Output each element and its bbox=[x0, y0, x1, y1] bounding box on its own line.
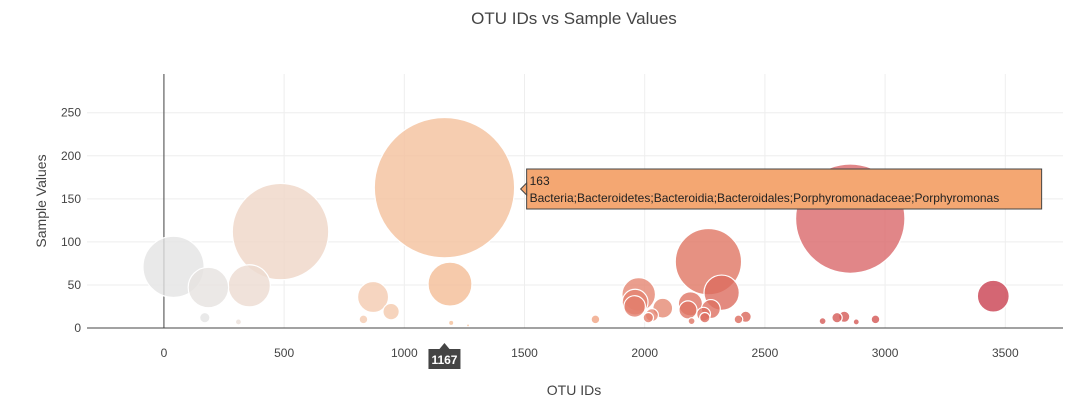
hover-y-value: 163 bbox=[530, 174, 550, 188]
data-point[interactable] bbox=[358, 314, 369, 325]
hover-otu-label: Bacteria;Bacteroidetes;Bacteroidia;Bacte… bbox=[530, 191, 1000, 205]
data-point[interactable] bbox=[356, 280, 390, 314]
y-axis-ticks: 0 50 100 150 200 250 bbox=[61, 106, 81, 335]
data-point[interactable] bbox=[187, 266, 230, 309]
data-point[interactable] bbox=[642, 311, 655, 324]
x-tick-label: 1000 bbox=[391, 346, 418, 360]
x-axis-ticks: 0 500 1000 1500 2000 2500 3000 3500 bbox=[161, 346, 1019, 360]
data-point[interactable] bbox=[870, 314, 881, 325]
data-point[interactable] bbox=[427, 261, 473, 307]
y-tick-label: 0 bbox=[74, 321, 81, 335]
points-layer bbox=[142, 116, 1010, 328]
x-axis-label: OTU IDs bbox=[547, 382, 601, 398]
data-point[interactable] bbox=[373, 116, 516, 259]
data-point[interactable] bbox=[448, 319, 455, 327]
x-hover-badge-pointer bbox=[439, 343, 450, 349]
x-tick-label: 2500 bbox=[752, 346, 779, 360]
data-point[interactable] bbox=[623, 295, 646, 318]
data-point[interactable] bbox=[590, 314, 601, 325]
y-tick-label: 50 bbox=[68, 278, 82, 292]
hover-tooltip: 163 Bacteria;Bacteroidetes;Bacteroidia;B… bbox=[428, 168, 1043, 369]
y-tick-label: 250 bbox=[61, 106, 81, 120]
x-tick-label: 3500 bbox=[992, 346, 1019, 360]
data-point[interactable] bbox=[678, 300, 698, 320]
data-point[interactable] bbox=[699, 311, 711, 324]
x-tick-label: 2000 bbox=[631, 346, 658, 360]
data-point[interactable] bbox=[199, 311, 211, 324]
x-hover-badge-box bbox=[428, 349, 461, 369]
data-point[interactable] bbox=[852, 318, 860, 326]
data-point[interactable] bbox=[227, 264, 271, 308]
y-axis-label: Sample Values bbox=[33, 154, 49, 247]
hover-box bbox=[526, 168, 1043, 210]
data-point[interactable] bbox=[818, 317, 827, 326]
y-tick-label: 150 bbox=[61, 192, 81, 206]
y-tick-label: 200 bbox=[61, 149, 81, 163]
y-tick-label: 100 bbox=[61, 235, 81, 249]
x-tick-label: 0 bbox=[161, 346, 168, 360]
data-point[interactable] bbox=[231, 182, 330, 281]
x-tick-label: 3000 bbox=[872, 346, 899, 360]
chart-title: OTU IDs vs Sample Values bbox=[471, 9, 677, 28]
data-point[interactable] bbox=[976, 279, 1010, 313]
x-hover-badge: 1167 bbox=[431, 353, 457, 367]
x-tick-label: 500 bbox=[274, 346, 294, 360]
data-point[interactable] bbox=[382, 302, 400, 321]
data-point[interactable] bbox=[234, 318, 243, 326]
data-point[interactable] bbox=[465, 323, 471, 328]
hover-pointer bbox=[519, 181, 528, 197]
data-point[interactable] bbox=[831, 311, 843, 324]
x-tick-label: 1500 bbox=[511, 346, 538, 360]
data-point[interactable] bbox=[733, 314, 744, 325]
data-point[interactable] bbox=[687, 317, 696, 326]
